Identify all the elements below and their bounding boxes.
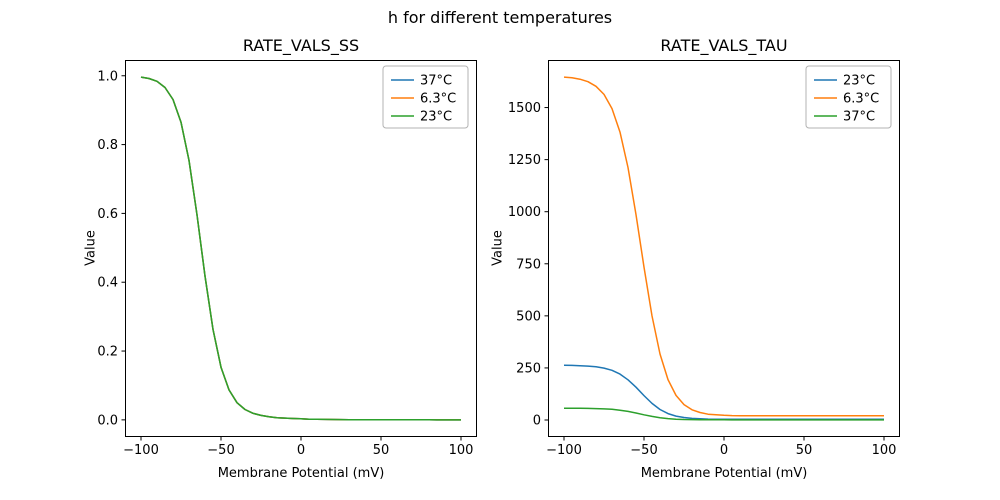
x-axis-label-tau: Membrane Potential (mV) bbox=[640, 466, 808, 481]
y-tick-label: 0.2 bbox=[97, 345, 118, 360]
x-axis-label-ss: Membrane Potential (mV) bbox=[217, 466, 385, 481]
x-tick-label: −50 bbox=[207, 443, 234, 458]
y-tick-label: 500 bbox=[516, 309, 541, 324]
legend-label: 37°C bbox=[420, 74, 452, 89]
legend-label: 37°C bbox=[843, 110, 875, 125]
subplot-title-tau: RATE_VALS_TAU bbox=[660, 36, 788, 55]
y-tick-label: 0.8 bbox=[97, 138, 118, 153]
x-tick-label: 50 bbox=[796, 443, 813, 458]
y-axis: 0 250 500 750 1000 1250 1500 bbox=[508, 101, 548, 429]
legend-label: 23°C bbox=[420, 110, 452, 125]
legend-label: 23°C bbox=[843, 74, 875, 89]
axes-spines bbox=[548, 60, 900, 437]
y-tick-label: 1000 bbox=[508, 205, 541, 220]
y-tick-label: 0.6 bbox=[97, 207, 118, 222]
x-tick-label: −50 bbox=[630, 443, 657, 458]
figure-title: h for different temperatures bbox=[387, 8, 613, 27]
x-axis: −100 −50 0 50 100 bbox=[546, 437, 896, 458]
legend-box bbox=[805, 65, 892, 129]
axes-spines bbox=[125, 60, 477, 437]
legend: 23°C 6.3°C 37°C bbox=[805, 65, 892, 129]
series-line bbox=[563, 76, 884, 417]
y-axis-label-ss: Value bbox=[83, 230, 99, 266]
y-tick-label: 1250 bbox=[508, 153, 541, 168]
x-tick-label: 50 bbox=[373, 443, 390, 458]
plot-area-ss: −100 −50 0 50 100 0.0 0.2 0.4 0.6 0.8 1.0 37°C 6.3°C… bbox=[97, 60, 477, 458]
series-line bbox=[140, 76, 461, 421]
legend-label: 6.3°C bbox=[420, 92, 456, 107]
series-line bbox=[140, 76, 461, 421]
legend-box bbox=[382, 65, 469, 129]
x-tick-label: 0 bbox=[720, 443, 728, 458]
y-tick-label: 0.4 bbox=[97, 276, 118, 291]
x-tick-label: 100 bbox=[872, 443, 897, 458]
series-line bbox=[563, 364, 884, 421]
y-tick-label: 750 bbox=[516, 257, 541, 272]
x-tick-label: 100 bbox=[449, 443, 474, 458]
x-tick-label: −100 bbox=[123, 443, 159, 458]
legend: 37°C 6.3°C 23°C bbox=[382, 65, 469, 129]
subplot-title-ss: RATE_VALS_SS bbox=[242, 36, 360, 55]
y-tick-label: 1.0 bbox=[97, 69, 118, 84]
x-tick-label: 0 bbox=[297, 443, 305, 458]
y-tick-label: 1500 bbox=[508, 101, 541, 116]
y-axis: 0.0 0.2 0.4 0.6 0.8 1.0 bbox=[97, 69, 125, 428]
legend-label: 6.3°C bbox=[843, 92, 879, 107]
y-axis-label-tau: Value bbox=[490, 230, 506, 266]
y-tick-label: 0.0 bbox=[97, 413, 118, 428]
series-line bbox=[140, 76, 461, 421]
series-line bbox=[564, 407, 884, 421]
y-tick-label: 0 bbox=[533, 414, 541, 429]
x-axis: −100 −50 0 50 100 bbox=[123, 437, 473, 458]
plot-area-tau: −100 −50 0 50 100025050075010001250150023°C6… bbox=[508, 60, 900, 458]
y-tick-label: 250 bbox=[516, 361, 541, 376]
x-tick-label: −100 bbox=[546, 443, 582, 458]
